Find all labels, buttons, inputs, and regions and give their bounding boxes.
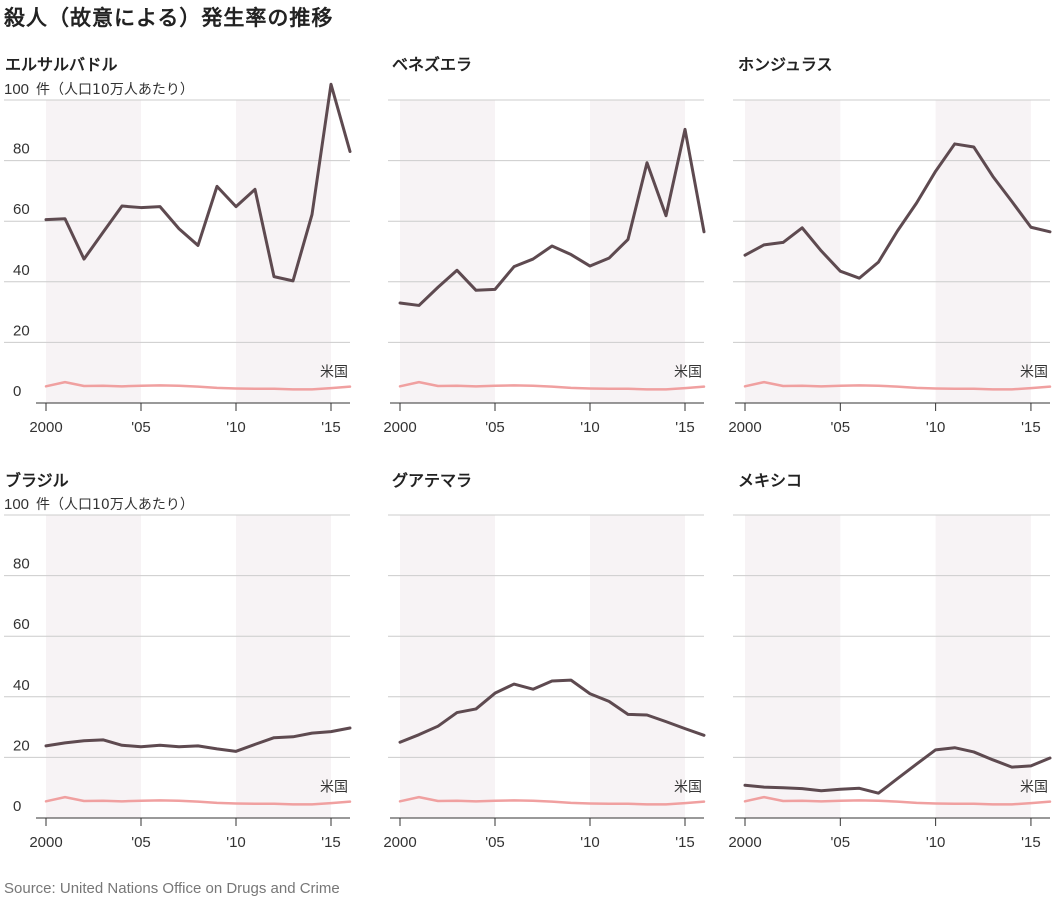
us-series-line xyxy=(44,795,352,806)
y-tick-label: 60 xyxy=(13,201,30,218)
y-tick-label: 0 xyxy=(13,383,21,400)
shaded-band xyxy=(46,515,141,818)
shaded-band xyxy=(400,100,495,403)
x-tick-label: '10 xyxy=(926,419,946,436)
x-tick-label: '05 xyxy=(831,834,851,851)
series-label: 米国 xyxy=(1020,365,1048,381)
x-tick-label: '15 xyxy=(321,419,341,436)
series-label: 米国 xyxy=(320,365,348,381)
panel-title: ベネズエラ xyxy=(392,55,472,74)
x-tick-label: 2000 xyxy=(728,834,761,851)
shaded-band xyxy=(236,515,331,818)
x-tick-label: '10 xyxy=(226,419,246,436)
y-tick-label: 60 xyxy=(13,616,30,633)
series-label: 米国 xyxy=(674,780,702,796)
x-tick-label: '05 xyxy=(485,419,505,436)
x-tick-label: '15 xyxy=(675,834,695,851)
y-tick-label: 100 xyxy=(4,81,29,98)
x-tick-label: '15 xyxy=(1021,419,1041,436)
x-tick-label: '05 xyxy=(485,834,505,851)
y-tick-label: 80 xyxy=(13,556,30,573)
page-title: 殺人（故意による）発生率の推移 xyxy=(4,6,334,30)
panel-title: エルサルバドル xyxy=(5,55,117,74)
series-label: 米国 xyxy=(320,780,348,796)
y-tick-label: 40 xyxy=(13,677,30,694)
panel-title: グアテマラ xyxy=(392,471,472,490)
country-series-line xyxy=(398,678,706,744)
x-tick-label: '10 xyxy=(580,419,600,436)
chart-panel: 0 20 40 60 80 100 件（人口10万人あたり） 2000 '05 '10 '15 ブラジ… xyxy=(4,471,352,851)
x-tick-label: '10 xyxy=(926,834,946,851)
shaded-band xyxy=(400,515,495,818)
panel-title: ホンジュラス xyxy=(738,55,833,74)
x-tick-label: 2000 xyxy=(383,419,416,436)
x-tick-label: '15 xyxy=(675,419,695,436)
us-series-line xyxy=(44,380,352,391)
country-series-line xyxy=(398,127,706,307)
shaded-band xyxy=(745,100,841,403)
panel-title: ブラジル xyxy=(5,471,69,490)
y-tick-label: 0 xyxy=(13,798,21,815)
us-series-line xyxy=(398,795,706,806)
x-tick-label: '05 xyxy=(131,834,151,851)
unit-label: 件（人口10万人あたり） xyxy=(36,497,194,513)
country-series-line xyxy=(44,82,352,283)
x-tick-label: 2000 xyxy=(728,419,761,436)
country-series-line xyxy=(743,746,1052,795)
us-series-line xyxy=(743,795,1052,806)
x-tick-label: 2000 xyxy=(29,419,62,436)
panel-title: メキシコ xyxy=(738,471,802,490)
us-series-line xyxy=(398,380,706,391)
y-tick-label: 40 xyxy=(13,262,30,279)
x-tick-label: '15 xyxy=(1021,834,1041,851)
shaded-band xyxy=(46,100,141,403)
x-tick-label: '10 xyxy=(226,834,246,851)
country-series-line xyxy=(44,726,352,753)
x-tick-label: '05 xyxy=(831,419,851,436)
y-tick-label: 20 xyxy=(13,322,30,339)
chart-panel: 0 20 40 60 80 100 件（人口10万人あたり） 2000 '05 '10 '15 エルサ… xyxy=(4,55,352,436)
shaded-band xyxy=(590,515,685,818)
unit-label: 件（人口10万人あたり） xyxy=(36,82,194,98)
us-series-line xyxy=(743,380,1052,391)
y-tick-label: 100 xyxy=(4,496,29,513)
x-tick-label: '05 xyxy=(131,419,151,436)
shaded-band xyxy=(590,100,685,403)
x-tick-label: 2000 xyxy=(29,834,62,851)
y-tick-label: 20 xyxy=(13,737,30,754)
shaded-band xyxy=(745,515,841,818)
x-tick-label: 2000 xyxy=(383,834,416,851)
shaded-band xyxy=(935,100,1031,403)
x-tick-label: '15 xyxy=(321,834,341,851)
y-tick-label: 80 xyxy=(13,141,30,158)
x-tick-label: '10 xyxy=(580,834,600,851)
series-label: 米国 xyxy=(1020,780,1048,796)
series-label: 米国 xyxy=(674,365,702,381)
shaded-band xyxy=(236,100,331,403)
source-note: Source: United Nations Office on Drugs a… xyxy=(4,880,340,897)
shaded-band xyxy=(935,515,1031,818)
country-series-line xyxy=(743,142,1052,280)
